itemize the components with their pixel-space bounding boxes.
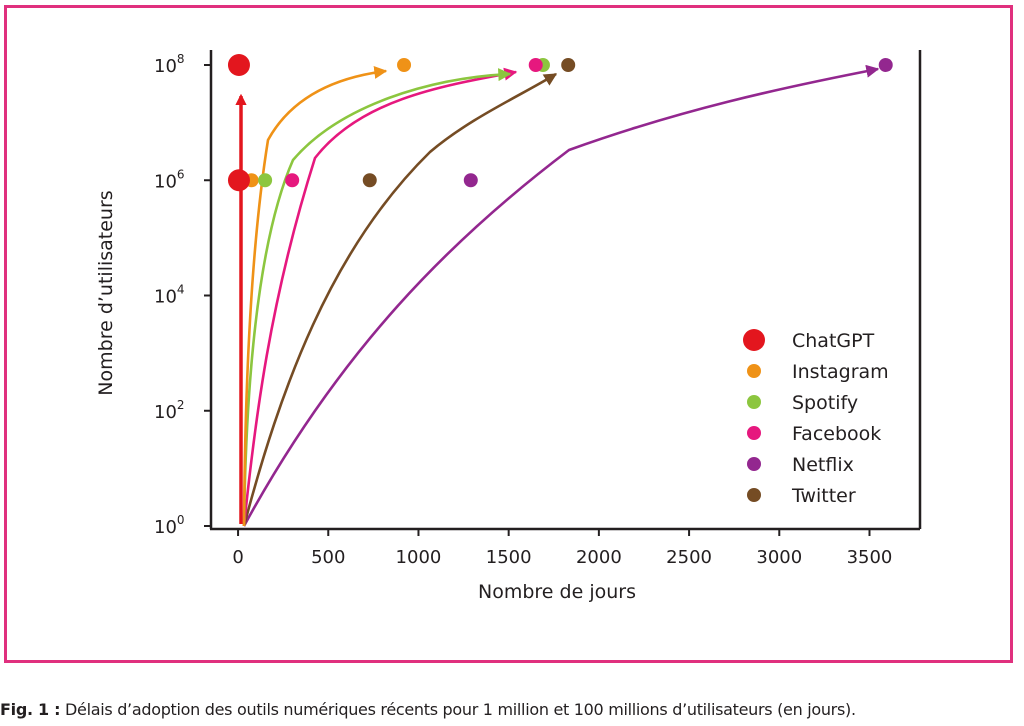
legend-label-netflix: Netflix xyxy=(792,454,854,476)
y-ticks: 100 102 104 106 108 xyxy=(154,52,211,538)
y-tick-label: 106 xyxy=(154,167,185,192)
curve-spotify xyxy=(242,68,512,527)
data-point-spotify xyxy=(258,173,273,188)
figure-frame xyxy=(4,5,1013,663)
x-tick-label: 2000 xyxy=(576,547,622,568)
legend-label-twitter: Twitter xyxy=(791,485,856,507)
x-ticks: 0 500 1000 1500 2000 2500 3000 3500 xyxy=(232,529,892,568)
data-point-twitter xyxy=(362,173,377,188)
legend-marker-twitter xyxy=(747,488,761,502)
data-points xyxy=(227,54,893,192)
y-tick-label: 108 xyxy=(154,52,185,77)
x-tick-label: 2500 xyxy=(666,547,712,568)
legend-label-spotify: Spotify xyxy=(792,392,858,414)
y-tick-label: 104 xyxy=(154,283,185,308)
x-tick-label: 3000 xyxy=(756,547,802,568)
legend-marker-facebook xyxy=(747,426,761,440)
legend-label-instagram: Instagram xyxy=(792,361,889,383)
figure-label: Fig. 1 : xyxy=(0,700,61,719)
figure-caption-text: Délais d’adoption des outils numériques … xyxy=(65,700,856,719)
data-point-netflix xyxy=(463,173,478,188)
data-point-twitter xyxy=(561,58,576,72)
legend-label-chatgpt: ChatGPT xyxy=(792,330,875,352)
data-point-chatgpt xyxy=(227,54,250,76)
legend-label-facebook: Facebook xyxy=(792,423,881,445)
data-point-facebook xyxy=(285,173,300,188)
legend-marker-instagram xyxy=(747,364,761,378)
y-tick-label: 100 xyxy=(154,513,185,538)
adoption-curves xyxy=(235,64,880,527)
data-point-netflix xyxy=(878,58,893,72)
y-tick-label: 102 xyxy=(154,398,185,423)
data-point-chatgpt xyxy=(227,169,250,192)
data-point-instagram xyxy=(397,58,412,72)
legend: ChatGPT Instagram Spotify Facebook Netflix Tw… xyxy=(743,329,889,507)
curve-facebook xyxy=(242,67,518,527)
curve-twitter xyxy=(242,72,558,527)
legend-marker-chatgpt xyxy=(743,329,765,351)
legend-marker-spotify xyxy=(747,395,761,409)
x-tick-label: 0 xyxy=(232,547,243,568)
x-tick-label: 500 xyxy=(311,547,345,568)
legend-marker-netflix xyxy=(747,457,761,471)
y-axis-title: Nombre d’utilisateurs xyxy=(95,190,117,395)
x-tick-label: 1500 xyxy=(486,547,532,568)
x-tick-label: 1000 xyxy=(396,547,442,568)
figure-caption: Fig. 1 : Délais d’adoption des outils nu… xyxy=(0,699,1024,721)
data-point-facebook xyxy=(528,58,543,72)
x-axis-title: Nombre de jours xyxy=(478,581,636,603)
x-tick-label: 3500 xyxy=(847,547,893,568)
curve-netflix xyxy=(242,64,880,527)
